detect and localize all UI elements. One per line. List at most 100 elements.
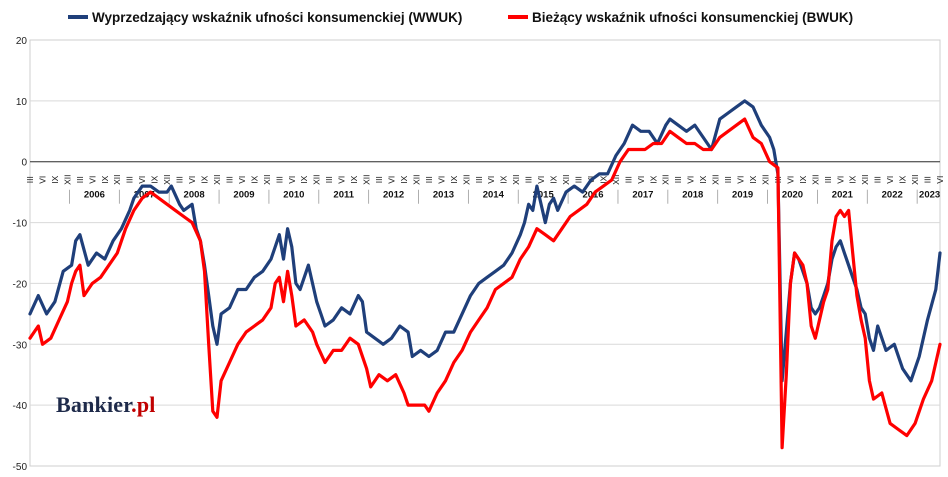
plot-area [29,39,941,467]
x-month-label: IX [648,175,658,183]
x-month-label: XII [262,175,272,185]
x-month-label: XII [511,175,521,185]
x-month-label: III [324,176,334,183]
x-year-label: 2023 [919,190,940,201]
legend-item-bwuk: Bieżący wskaźnik ufności konsumenckiej (… [508,6,853,28]
x-month-label: VI [885,176,895,184]
x-month-label: IX [698,175,708,183]
x-month-label: III [873,176,883,183]
x-month-label: VI [636,176,646,184]
x-month-label: IX [100,175,110,183]
x-year-label: 2020 [782,190,803,201]
legend-label-wwuk: Wyprzedzający wskaźnik ufności konsumenc… [92,9,463,25]
x-month-label: XII [760,175,770,185]
legend: Wyprzedzający wskaźnik ufności konsumenc… [0,6,948,28]
x-month-label: VI [736,176,746,184]
x-month-label: XII [611,175,621,185]
logo-text: Bankier [56,392,132,417]
x-month-label: IX [549,175,559,183]
x-month-label: XII [661,175,671,185]
y-axis: 20 10 0 -10 -20 -30 -40 -50 [13,36,28,473]
x-month-label: VI [785,176,795,184]
x-year-label: 2013 [433,190,454,201]
x-year-label: 2018 [682,190,703,201]
x-month-label: III [374,176,384,183]
legend-label-bwuk: Bieżący wskaźnik ufności konsumenckiej (… [532,9,854,25]
x-month-label: XII [162,175,172,185]
x-month-label: IX [449,175,459,183]
x-month-label: III [25,176,35,183]
x-month-label: IX [200,175,210,183]
legend-item-wwuk: Wyprzedzający wskaźnik ufności konsumenc… [68,6,462,28]
x-month-label: VI [686,176,696,184]
series-layer [28,99,942,450]
x-month-label: VI [37,176,47,184]
x-month-label: VI [536,176,546,184]
x-month-label: III [474,176,484,183]
x-month-label: XII [810,175,820,185]
x-month-label: III [424,176,434,183]
x-year-label: 2009 [233,190,254,201]
logo-suffix: .pl [131,392,156,417]
x-month-label: III [573,176,583,183]
bankier-logo: Bankier.pl [56,392,156,418]
x-month-label: XII [860,175,870,185]
legend-swatch-bwuk [508,15,528,19]
x-month-label: III [723,176,733,183]
x-year-label: 2015 [533,190,555,201]
x-month-label: IX [299,175,309,183]
x-month-label: XII [411,175,421,185]
x-month-label: IX [249,175,259,183]
x-month-label: III [224,176,234,183]
x-month-label: XII [561,175,571,185]
x-month-label: XII [362,175,372,185]
x-year-label: 2006 [84,190,105,201]
x-month-label: XII [461,175,471,185]
x-year-label: 2022 [882,190,903,201]
x-month-label: III [175,176,185,183]
x-month-label: III [673,176,683,183]
x-month-label: VI [237,176,247,184]
y-tick-label: -50 [13,462,28,473]
x-month-label: VI [835,176,845,184]
series-line-bwuk [28,117,942,450]
x-month-label: IX [499,175,509,183]
x-year-label: 2014 [483,190,505,201]
x-month-label: VI [287,176,297,184]
x-month-label: III [923,176,933,183]
x-month-label: XII [112,175,122,185]
x-year-label: 2011 [333,190,354,201]
x-month-label: III [75,176,85,183]
y-tick-label: 10 [16,97,28,108]
x-month-label: III [823,176,833,183]
x-year-label: 2012 [383,190,404,201]
y-tick-label: 0 [21,158,27,169]
x-month-label: VI [87,176,97,184]
x-month-label: III [125,176,135,183]
x-month-label: XII [212,175,222,185]
x-month-label: IX [50,175,60,183]
x-month-label: VI [436,176,446,184]
x-month-label: IX [598,175,608,183]
x-year-label: 2017 [632,190,653,201]
x-month-label: IX [399,175,409,183]
y-tick-label: -40 [13,401,28,412]
legend-swatch-wwuk [68,15,88,19]
x-year-label: 2019 [732,190,753,201]
y-tick-label: 20 [16,36,28,47]
y-tick-label: -20 [13,279,28,290]
x-month-label: IX [349,175,359,183]
x-month-label: IX [150,175,160,183]
x-year-label: 2010 [283,190,304,201]
x-month-label: IX [798,175,808,183]
x-month-label: IX [848,175,858,183]
x-month-label: III [623,176,633,183]
y-tick-label: -10 [13,219,28,230]
x-month-label: XII [711,175,721,185]
x-month-label: VI [137,176,147,184]
y-tick-label: -30 [13,340,28,351]
x-month-label: IX [748,175,758,183]
x-month-label: VI [187,176,197,184]
x-month-label: IX [898,175,908,183]
